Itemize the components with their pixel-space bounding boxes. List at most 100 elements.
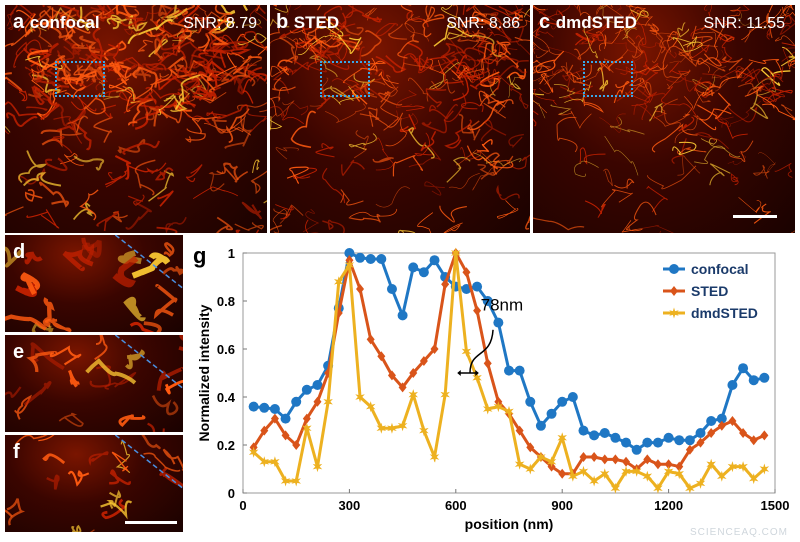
filament: [57, 45, 75, 66]
filament: [96, 210, 120, 232]
filament: [457, 38, 491, 44]
filament: [174, 64, 185, 73]
plot-frame: [242, 252, 776, 494]
filament: [375, 137, 394, 171]
filament: [550, 104, 572, 115]
filament: [18, 150, 48, 184]
data-point: [473, 305, 482, 316]
filament: [469, 75, 501, 90]
filament: [108, 78, 133, 113]
filament: [631, 37, 644, 59]
filament: [496, 184, 520, 201]
filament: [652, 123, 698, 153]
filament: [603, 168, 613, 187]
filament: [90, 529, 95, 532]
data-point: [590, 452, 599, 462]
filament: [132, 66, 158, 88]
filament: [626, 9, 649, 30]
filament: [508, 133, 524, 148]
filament: [448, 173, 480, 189]
data-point: [610, 432, 621, 443]
filament: [68, 369, 80, 388]
filament: [330, 19, 356, 35]
data-point: [280, 475, 291, 487]
data-point: [409, 368, 418, 378]
filament: [662, 65, 691, 79]
filament: [63, 63, 90, 83]
filament: [105, 172, 122, 188]
data-point: [355, 391, 365, 403]
filament: [14, 394, 33, 420]
filament: [361, 80, 386, 96]
filament: [533, 59, 550, 71]
filament: [359, 107, 380, 120]
dmdsted-zoom-image: f: [5, 435, 183, 532]
filament: [456, 149, 493, 169]
data-point: [663, 432, 674, 443]
filament: [302, 208, 319, 233]
filament: [574, 38, 595, 60]
filament: [109, 489, 122, 509]
filament: [392, 154, 423, 177]
filament: [694, 81, 712, 98]
filament: [579, 147, 606, 165]
filament: [422, 14, 445, 38]
filament: [445, 51, 476, 67]
sted-zoom-image: e: [5, 335, 183, 432]
filament: [506, 154, 530, 170]
filament: [226, 108, 250, 144]
filament: [595, 31, 607, 50]
filament: [501, 44, 518, 61]
scale-bar: [125, 521, 177, 524]
filament: [395, 89, 417, 108]
filament: [67, 470, 90, 487]
data-point: [355, 252, 366, 263]
data-point: [759, 463, 770, 475]
filament: [5, 314, 48, 331]
filament: [533, 100, 546, 119]
data-point: [536, 451, 546, 463]
filament: [665, 75, 702, 92]
filament: [215, 52, 245, 77]
data-point: [579, 452, 588, 462]
filament: [5, 125, 11, 133]
filament: [534, 30, 554, 39]
profile-line: [114, 435, 183, 489]
filament: [483, 42, 497, 59]
filament: [406, 10, 429, 28]
filament: [317, 5, 322, 11]
filament: [400, 5, 413, 12]
snr-b: SNR: 8.86: [446, 15, 520, 32]
filament: [440, 5, 459, 19]
filament: [270, 100, 295, 120]
filament: [497, 200, 519, 219]
filament: [26, 209, 60, 229]
panel-g-label: g: [193, 243, 206, 268]
data-point: [482, 296, 493, 306]
data-point: [695, 428, 706, 438]
filament: [599, 5, 622, 23]
filament: [213, 44, 244, 52]
filament: [575, 63, 608, 84]
filament: [20, 272, 41, 296]
filament: [639, 42, 677, 59]
data-point: [281, 430, 290, 441]
filament: [242, 62, 267, 82]
filament: [242, 5, 249, 12]
filament: [568, 85, 594, 101]
filament: [546, 46, 582, 61]
filament: [775, 5, 791, 20]
filament: [270, 224, 283, 232]
filament: [192, 186, 239, 200]
data-point: [270, 413, 279, 424]
filament: [270, 87, 288, 116]
filament: [452, 55, 469, 102]
data-point: [578, 465, 589, 477]
filament: [730, 173, 739, 186]
filament: [696, 92, 731, 120]
filament: [733, 5, 750, 12]
filament: [727, 151, 747, 165]
filament: [555, 5, 581, 16]
filament: [599, 113, 626, 133]
filament: [661, 98, 681, 130]
